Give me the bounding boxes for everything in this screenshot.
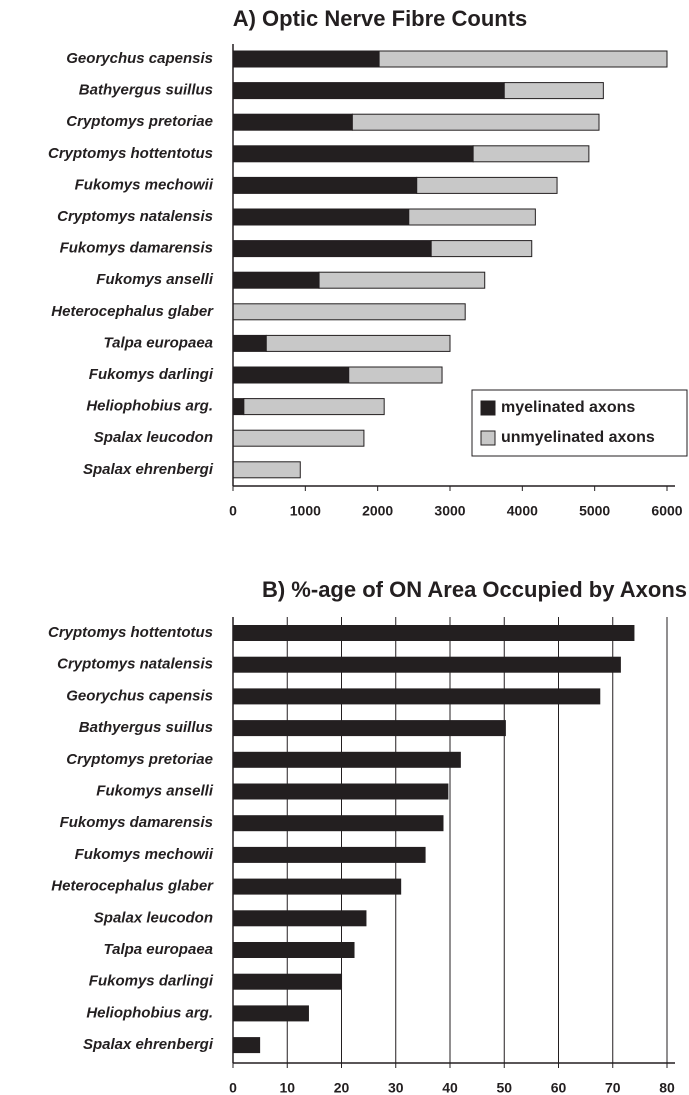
bar: [233, 656, 621, 673]
bar-segment: [232, 240, 432, 258]
category-label: Georychus capensis: [66, 50, 213, 67]
category-label: Heterocephalus glaber: [51, 303, 214, 320]
bar: [233, 688, 601, 705]
x-tick-label: 2000: [362, 503, 393, 519]
category-label: Fukomys damarensis: [60, 240, 213, 257]
legend-label: unmyelinated axons: [501, 429, 655, 446]
category-label: Talpa europaea: [104, 334, 213, 351]
category-label: Cryptomys pretoriae: [66, 113, 213, 130]
bar-segment: [232, 145, 474, 163]
bar-segment: [232, 303, 466, 321]
category-label: Spalax ehrenbergi: [83, 1036, 214, 1053]
bar: [233, 846, 426, 863]
x-tick-label: 40: [442, 1080, 458, 1095]
bar-segment: [408, 208, 536, 226]
bar-segment: [416, 176, 558, 194]
category-label: Spalax ehrenbergi: [83, 461, 214, 478]
category-label: Bathyergus suillus: [79, 719, 213, 736]
bar: [233, 815, 444, 832]
bar: [233, 910, 367, 927]
category-label: Cryptomys pretoriae: [66, 751, 213, 768]
bar: [233, 625, 635, 641]
x-tick-label: 70: [605, 1080, 621, 1095]
x-tick-label: 30: [388, 1080, 404, 1095]
bar-segment: [351, 113, 600, 131]
bar: [233, 973, 343, 990]
category-label: Heliophobius arg.: [86, 1004, 213, 1021]
category-label: Fukomys darlingi: [89, 973, 214, 990]
category-label: Spalax leucodon: [94, 909, 213, 926]
bar-segment: [232, 208, 410, 226]
bar: [233, 942, 355, 958]
category-label: Cryptomys natalensis: [57, 208, 213, 225]
legend-swatch: [480, 400, 496, 416]
category-label: Fukomys mechowii: [75, 176, 214, 193]
x-tick-label: 20: [334, 1080, 350, 1095]
legend-label: myelinated axons: [501, 399, 635, 416]
category-label: Spalax leucodon: [94, 429, 213, 446]
bar-segment: [348, 366, 443, 384]
category-label: Fukomys mechowii: [75, 846, 214, 863]
bar-segment: [232, 82, 505, 100]
category-label: Bathyergus suillus: [79, 82, 213, 99]
bar-segment: [265, 334, 451, 352]
category-label: Cryptomys natalensis: [57, 656, 213, 673]
bar: [233, 720, 506, 737]
x-tick-label: 10: [279, 1080, 295, 1095]
bar: [233, 1037, 261, 1054]
bar-segment: [232, 50, 380, 68]
x-tick-label: 0: [229, 1080, 237, 1095]
x-tick-label: 60: [551, 1080, 567, 1095]
bar-segment: [503, 82, 604, 100]
bar-segment: [232, 429, 365, 447]
category-label: Fukomys damarensis: [60, 814, 213, 831]
chart-title: A) Optic Nerve Fibre Counts: [233, 6, 528, 31]
category-label: Cryptomys hottentotus: [48, 624, 213, 641]
x-tick-label: 3000: [434, 503, 465, 519]
x-tick-label: 0: [229, 503, 237, 519]
bar-segment: [243, 398, 385, 416]
category-label: Fukomys anselli: [96, 271, 214, 288]
bar-segment: [232, 461, 301, 479]
category-label: Fukomys anselli: [96, 782, 214, 799]
category-label: Georychus capensis: [66, 687, 213, 704]
bar-segment: [232, 366, 350, 384]
x-tick-label: 5000: [579, 503, 610, 519]
bar-segment: [378, 50, 668, 68]
legend-box: [471, 389, 688, 457]
bar-segment: [232, 398, 245, 416]
category-label: Cryptomys hottentotus: [48, 145, 213, 162]
bar-segment: [430, 240, 533, 258]
bar: [233, 783, 449, 800]
bar-segment: [318, 271, 486, 289]
bar-segment: [232, 113, 353, 131]
bar: [233, 751, 461, 768]
bar-segment: [232, 176, 418, 194]
legend-swatch: [480, 430, 496, 446]
chart-title: B) %-age of ON Area Occupied by Axons: [262, 577, 687, 602]
category-label: Talpa europaea: [104, 941, 213, 958]
category-label: Heterocephalus glaber: [51, 878, 214, 895]
bar: [233, 878, 402, 895]
bar-segment: [472, 145, 590, 163]
x-tick-label: 4000: [507, 503, 538, 519]
x-tick-label: 50: [496, 1080, 512, 1095]
bar-segment: [232, 271, 320, 289]
x-tick-label: 80: [659, 1080, 675, 1095]
category-label: Fukomys darlingi: [89, 366, 214, 383]
bar: [233, 1005, 309, 1022]
bar-segment: [232, 334, 267, 352]
x-tick-label: 6000: [651, 503, 682, 519]
category-label: Heliophobius arg.: [86, 398, 213, 415]
x-tick-label: 1000: [290, 503, 321, 519]
